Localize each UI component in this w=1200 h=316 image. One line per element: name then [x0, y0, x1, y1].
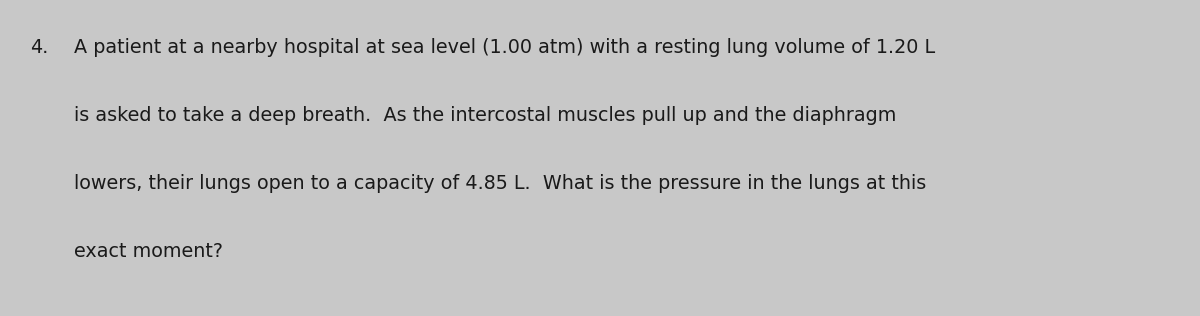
Text: 4.: 4. [30, 38, 48, 57]
Text: is asked to take a deep breath.  As the intercostal muscles pull up and the diap: is asked to take a deep breath. As the i… [74, 106, 896, 125]
Text: A patient at a nearby hospital at sea level (1.00 atm) with a resting lung volum: A patient at a nearby hospital at sea le… [74, 38, 936, 57]
Text: lowers, their lungs open to a capacity of 4.85 L.  What is the pressure in the l: lowers, their lungs open to a capacity o… [74, 174, 926, 193]
Text: exact moment?: exact moment? [74, 242, 223, 261]
